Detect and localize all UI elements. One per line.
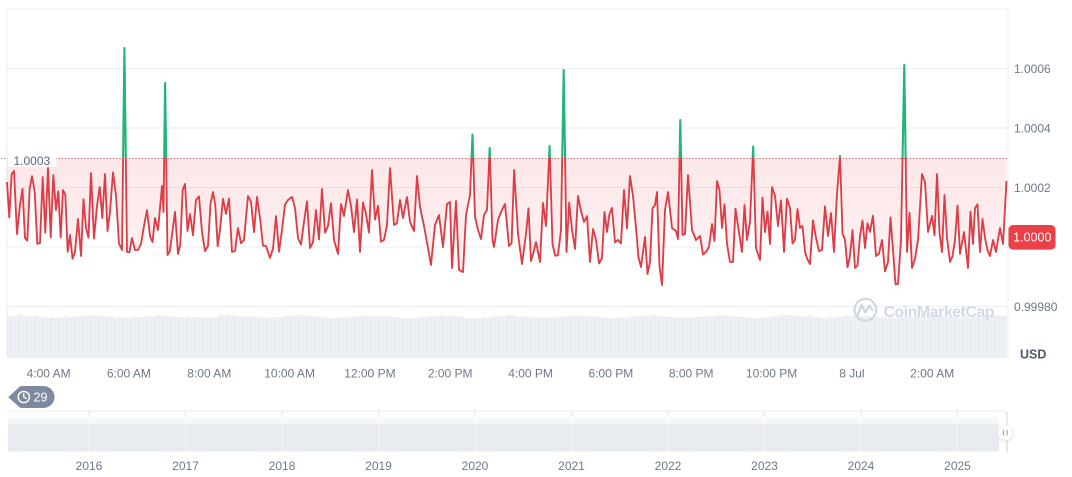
svg-text:2:00 AM: 2:00 AM bbox=[910, 367, 954, 381]
svg-text:10:00 AM: 10:00 AM bbox=[264, 367, 315, 381]
svg-text:2021: 2021 bbox=[558, 459, 585, 473]
svg-text:2022: 2022 bbox=[655, 459, 682, 473]
svg-text:1.0000: 1.0000 bbox=[1013, 231, 1051, 245]
svg-text:29: 29 bbox=[34, 391, 48, 405]
svg-text:2020: 2020 bbox=[462, 459, 489, 473]
svg-text:2024: 2024 bbox=[848, 459, 875, 473]
svg-text:8 Jul: 8 Jul bbox=[839, 367, 864, 381]
svg-text:1.0004: 1.0004 bbox=[1014, 122, 1051, 136]
svg-text:2023: 2023 bbox=[751, 459, 778, 473]
svg-text:2018: 2018 bbox=[269, 459, 296, 473]
svg-text:2025: 2025 bbox=[944, 459, 971, 473]
svg-text:6:00 PM: 6:00 PM bbox=[589, 367, 634, 381]
svg-text:2019: 2019 bbox=[365, 459, 392, 473]
svg-text:12:00 PM: 12:00 PM bbox=[344, 367, 395, 381]
svg-text:1.0002: 1.0002 bbox=[1014, 181, 1051, 195]
svg-text:10:00 PM: 10:00 PM bbox=[746, 367, 797, 381]
svg-text:4:00 AM: 4:00 AM bbox=[27, 367, 71, 381]
svg-text:2017: 2017 bbox=[172, 459, 199, 473]
svg-text:6:00 AM: 6:00 AM bbox=[107, 367, 151, 381]
svg-text:2:00 PM: 2:00 PM bbox=[428, 367, 473, 381]
svg-text:4:00 PM: 4:00 PM bbox=[508, 367, 553, 381]
svg-text:8:00 AM: 8:00 AM bbox=[187, 367, 231, 381]
svg-text:CoinMarketCap: CoinMarketCap bbox=[884, 304, 995, 321]
svg-text:1.0003: 1.0003 bbox=[14, 154, 51, 168]
svg-text:2016: 2016 bbox=[76, 459, 103, 473]
svg-text:8:00 PM: 8:00 PM bbox=[669, 367, 714, 381]
svg-text:1.0006: 1.0006 bbox=[1014, 62, 1051, 76]
svg-text:0.99980: 0.99980 bbox=[1014, 300, 1058, 314]
svg-text:USD: USD bbox=[1020, 348, 1046, 362]
